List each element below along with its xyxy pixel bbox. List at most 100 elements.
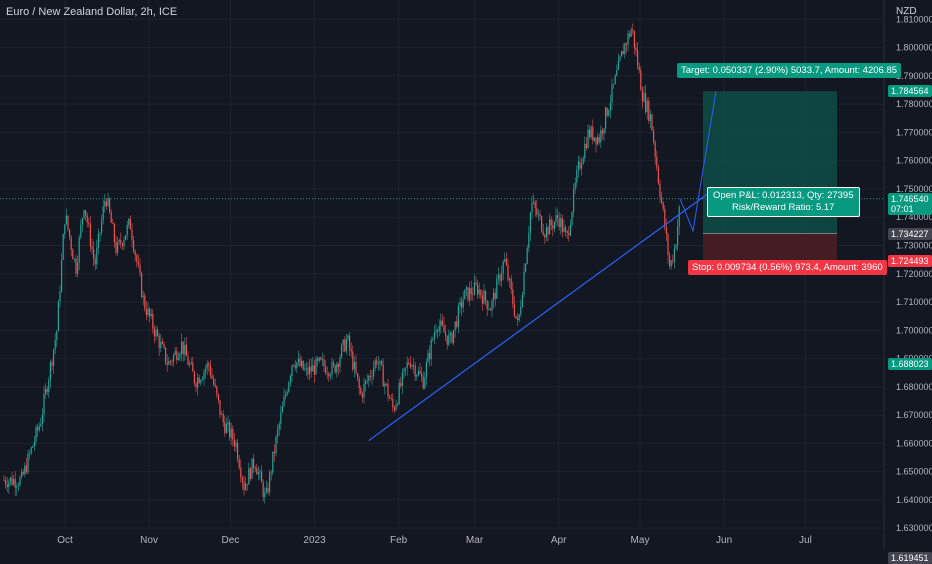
candle-body [603,128,605,134]
candle-body [661,197,663,203]
candle-body [45,388,47,394]
candle-body [286,391,288,395]
candle-body [219,400,221,415]
candle-body [113,223,115,242]
price-chart[interactable]: 1.810000 1.800000 1.790000 1.780000 1.770000… [0,0,932,550]
price-tick-label: 1.720000 [896,269,932,279]
candle-body [505,258,507,266]
candle-body [392,398,394,408]
time-tick-label: Jun [716,535,732,546]
candle-body [283,396,285,407]
candle-body [539,214,541,217]
candle-body [141,273,143,298]
candle-body [350,349,352,352]
price-tick-label: 1.680000 [896,382,932,392]
candle-body [409,363,411,367]
candle-body [251,458,253,479]
candle-body [27,453,29,473]
candle-body [61,260,63,292]
candle-body [432,339,434,340]
price-tick-label: 1.810000 [896,14,932,24]
candle-body [416,375,418,377]
candle-body [270,472,272,474]
candle-body [499,274,501,282]
candle-body [667,234,669,256]
time-tick-label: Jul [799,535,812,546]
candle-body [456,321,458,328]
candle-body [525,263,527,272]
candle-body [587,129,589,149]
candle-body [21,471,23,478]
candle-body [336,364,338,373]
candle-body [225,424,227,434]
candle-body [512,289,514,304]
candle-body [246,483,248,485]
candle-body [147,308,149,315]
candle-body [565,227,567,232]
candle-body [129,218,131,230]
candle-body [88,222,90,224]
candle-body [160,341,162,349]
candle-body [277,429,279,437]
candle-body [145,308,147,315]
candle-body [235,442,237,447]
candle-body [659,183,661,198]
candle-body [267,488,269,493]
candlestick-series [3,23,680,504]
candle-body [358,378,360,388]
candle-body [429,352,431,360]
candle-body [62,234,64,261]
candle-body [493,292,495,301]
candle-body [417,370,419,376]
candle-body [537,214,539,215]
candle-body [51,362,53,366]
candle-body [142,295,144,298]
candle-body [673,248,675,262]
candle-body [377,363,379,365]
candle-body [339,357,341,368]
candle-body [262,482,264,498]
candle-body [291,365,293,377]
candle-body [349,335,351,350]
candle-body [46,388,48,393]
candle-body [240,467,242,478]
candle-body [635,47,637,51]
candle-body [601,130,603,134]
candle-body [317,358,319,361]
candle-body [347,335,349,339]
candle-body [80,224,82,238]
candle-body [112,222,114,224]
candle-body [48,379,50,393]
candle-body [96,247,98,265]
candle-body [166,362,168,365]
open-pnl-text: Open P&L: 0.012313, Qty: 27395 [713,190,854,201]
candle-body [355,362,357,373]
candle-body [133,240,135,252]
candle-body [473,282,475,295]
candle-body [25,465,27,473]
candle-body [581,164,583,169]
candle-body [627,33,629,45]
candle-body [619,56,621,61]
candle-body [443,325,445,333]
candle-body [672,260,674,262]
candle-body [33,441,35,446]
candle-body [345,338,347,352]
candle-body [81,218,83,225]
candle-body [371,376,373,378]
candle-body [8,481,10,488]
candle-body [29,453,31,455]
candle-body [126,224,128,236]
price-tick-label: 1.710000 [896,297,932,307]
candle-body [193,371,195,384]
candle-body [461,301,463,308]
candle-body [497,274,499,279]
candle-body [285,394,287,397]
candle-body [153,328,155,337]
price-tick-label: 1.670000 [896,410,932,420]
candle-body [275,436,277,454]
candle-body [616,70,618,76]
candle-body [65,215,67,225]
candle-body [69,229,71,238]
candle-body [189,363,191,365]
